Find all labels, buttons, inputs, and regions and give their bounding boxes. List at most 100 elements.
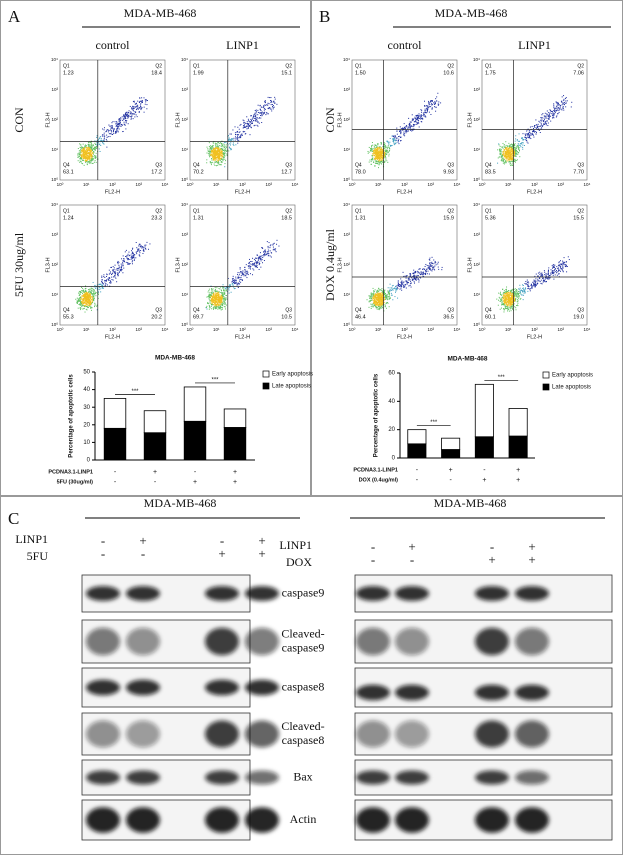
flow-dot <box>255 120 257 122</box>
flow-dot <box>109 125 111 127</box>
flow-dot <box>89 305 91 307</box>
flow-dot <box>524 133 526 135</box>
flow-dot <box>214 144 216 146</box>
flow-dot <box>507 147 509 149</box>
flow-dot <box>216 287 218 289</box>
flow-dot <box>404 130 406 132</box>
flow-dot <box>118 118 120 120</box>
flow-dot <box>215 160 217 162</box>
flow-dot <box>81 293 83 295</box>
flow-dot <box>509 161 511 163</box>
flow-dot <box>206 305 208 307</box>
flow-dot <box>497 162 499 164</box>
flow-dot <box>254 262 256 264</box>
flow-dot <box>400 131 402 133</box>
flow-dot <box>140 103 142 105</box>
flow-dot <box>94 306 96 308</box>
flow-dot <box>262 113 264 115</box>
flow-dot <box>267 252 269 254</box>
flow-dot <box>141 97 143 99</box>
flow-dot <box>407 127 409 129</box>
flow-dot <box>252 263 254 265</box>
flow-dot <box>117 126 119 128</box>
flow-dot <box>79 299 81 301</box>
flow-dot <box>437 103 439 105</box>
flow-dot <box>386 307 388 309</box>
flow-dot <box>254 266 256 268</box>
flow-dot <box>216 292 218 294</box>
flow-dot <box>386 301 388 303</box>
flow-dot <box>224 298 226 300</box>
flow-dot <box>258 264 260 266</box>
flow-dot <box>88 148 90 150</box>
flow-dot <box>109 285 111 287</box>
flow-dot <box>390 292 392 294</box>
flow-dot <box>83 150 85 152</box>
flow-dot <box>399 135 401 137</box>
flow-dot <box>548 118 550 120</box>
flow-dot <box>111 125 113 127</box>
flow-dot <box>397 287 399 289</box>
flow-dot <box>114 128 116 130</box>
flow-dot <box>391 294 393 296</box>
flow-dot <box>526 132 528 134</box>
flow-dot <box>379 153 381 155</box>
flow-dot <box>103 140 105 142</box>
flow-dot <box>96 144 98 146</box>
flow-dot <box>414 116 416 118</box>
flow-dot <box>75 298 77 300</box>
flow-dot <box>408 123 410 125</box>
flow-dot <box>230 142 232 144</box>
flow-dot <box>87 161 89 163</box>
flow-dot <box>120 118 122 120</box>
flow-dot <box>91 154 93 156</box>
flow-dot <box>240 277 242 279</box>
flow-dot <box>97 294 99 296</box>
flow-dot <box>88 155 90 157</box>
flow-dot <box>409 127 411 129</box>
flow-dot <box>223 142 225 144</box>
flow-dot <box>508 156 510 158</box>
flow-dot <box>383 300 385 302</box>
flow-dot <box>509 153 511 155</box>
flow-dot <box>428 258 430 260</box>
flow-dot <box>268 103 270 105</box>
plot-frame <box>59 59 166 181</box>
flow-dot <box>379 148 381 150</box>
flow-dot <box>118 124 120 126</box>
flow-dot <box>88 301 90 303</box>
flow-dot <box>244 266 246 268</box>
flow-dot <box>116 273 118 275</box>
flow-dot <box>396 286 398 288</box>
flow-dot <box>512 160 514 162</box>
flow-dot <box>85 305 87 307</box>
flow-dot <box>385 157 387 159</box>
flow-dot <box>254 117 256 119</box>
flow-dot <box>92 158 94 160</box>
flow-dot <box>90 153 92 155</box>
flow-dot <box>433 263 435 265</box>
flow-dot <box>104 279 106 281</box>
flow-dot <box>239 278 241 280</box>
flow-dot <box>91 301 93 303</box>
flow-dot <box>375 150 377 152</box>
flow-dot <box>142 100 144 102</box>
flow-dot <box>377 154 379 156</box>
flow-dot <box>228 287 230 289</box>
flow-dot <box>526 141 528 143</box>
flow-dot <box>213 156 215 158</box>
flow-dot <box>256 264 258 266</box>
flow-dot <box>522 148 524 150</box>
flow-dot <box>85 158 87 160</box>
flow-dot <box>275 248 277 250</box>
flow-dot <box>502 153 504 155</box>
flow-dot <box>238 282 240 284</box>
flow-dot <box>215 293 217 295</box>
flow-dot <box>104 276 106 278</box>
flow-dot <box>130 111 132 113</box>
flow-dot <box>259 114 261 116</box>
flow-dot <box>212 292 214 294</box>
flow-dot <box>436 96 438 98</box>
flow-dot <box>213 294 215 296</box>
flow-dot <box>211 150 213 152</box>
